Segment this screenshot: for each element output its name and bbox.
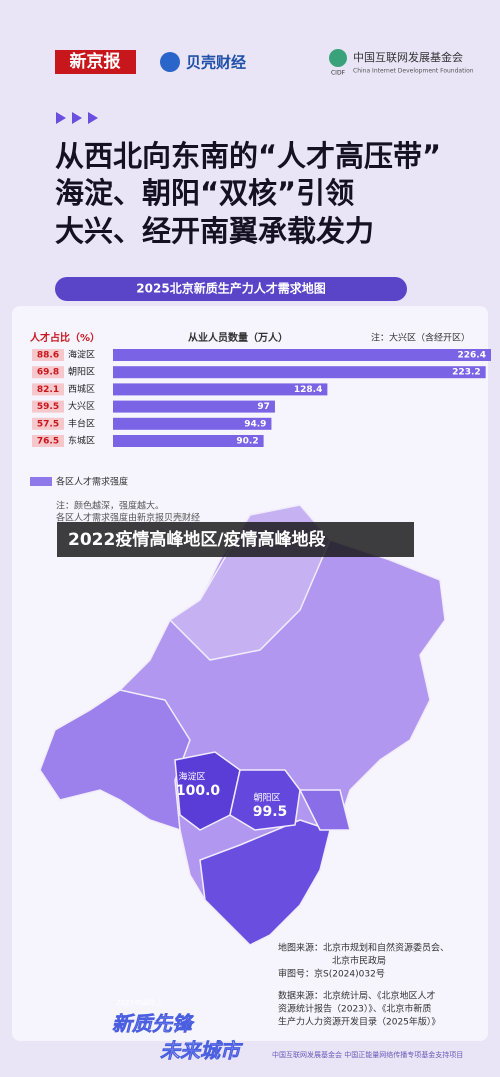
share-label: 76.5 bbox=[37, 437, 59, 447]
value-label: 223.2 bbox=[452, 368, 480, 378]
share-box bbox=[32, 400, 64, 413]
bar bbox=[113, 435, 264, 447]
value-label: 94.9 bbox=[244, 419, 266, 429]
value-header: 从业人员数量（万人） bbox=[188, 331, 288, 344]
logo-abbr: CIDF bbox=[331, 70, 346, 77]
title-line: 从西北向东南的“人才高压带” bbox=[55, 139, 441, 173]
category-label: 丰台区 bbox=[68, 417, 95, 429]
category-label: 东城区 bbox=[68, 435, 95, 447]
logo-icon bbox=[160, 52, 180, 72]
bar bbox=[113, 400, 275, 413]
share-box bbox=[32, 383, 64, 396]
district-name: 朝阳区 bbox=[253, 793, 280, 804]
logo-left: 新京报 bbox=[70, 51, 121, 71]
share-label: 82.1 bbox=[37, 385, 59, 395]
title-line: 大兴、经开南翼承载发力 bbox=[55, 214, 374, 248]
bar bbox=[113, 366, 486, 379]
logo-mid: 贝壳财经 bbox=[186, 54, 246, 72]
logo-right-en: China Internet Development Foundation bbox=[353, 68, 474, 75]
district-value: 99.5 bbox=[253, 804, 288, 820]
category-label: 朝阳区 bbox=[68, 367, 95, 378]
banner-text: 2025北京新质生产力人才需求地图 bbox=[136, 281, 325, 296]
decor-arrows bbox=[56, 112, 98, 124]
caption: 2022疫情高峰地区/疫情高峰地段 bbox=[68, 529, 326, 550]
map-region bbox=[199, 819, 331, 946]
bar bbox=[113, 417, 272, 430]
logo-box bbox=[55, 50, 136, 74]
note: 各区人才需求强度由新京报贝壳财经 bbox=[56, 512, 200, 524]
sources: 地图来源：北京市规划和自然资源委员会、 北京市民政局 审图号：京S(2024)0… bbox=[278, 942, 449, 1028]
share-box bbox=[32, 435, 64, 447]
category-label: 西城区 bbox=[68, 384, 95, 395]
legend-text: 各区人才需求强度 bbox=[56, 476, 128, 488]
share-header: 人才占比（%） bbox=[30, 331, 100, 344]
map-region bbox=[39, 689, 191, 832]
value-label: 90.2 bbox=[236, 437, 258, 447]
chart-note: 注：大兴区（含经开区） bbox=[371, 332, 470, 344]
district-name: 海淀区 bbox=[178, 771, 205, 783]
source: 数据来源：北京统计局、《北京地区人才 bbox=[278, 990, 436, 1002]
value-label: 226.4 bbox=[458, 351, 486, 361]
bar-chart: 人才占比（%） 从业人员数量（万人） 注：大兴区（含经开区） 88.6 海淀区 226.4… bbox=[30, 331, 491, 447]
footer: 中国互联网发展基金会 中国正能量网络传播专项基金支持项目 bbox=[272, 1050, 463, 1059]
banner bbox=[55, 277, 407, 301]
logo-right: 中国互联网发展基金会 bbox=[353, 50, 463, 64]
logo-icon bbox=[329, 49, 347, 67]
campaign-line: 未来城市 bbox=[160, 1039, 243, 1063]
bar bbox=[113, 383, 328, 396]
share-label: 57.5 bbox=[37, 419, 59, 429]
share-box bbox=[32, 366, 64, 379]
campaign-line: 新质先锋 bbox=[112, 1012, 195, 1036]
source: 生产力人力资源开发目录（2025年版）》 bbox=[278, 1016, 440, 1028]
share-label: 88.6 bbox=[37, 351, 59, 361]
source: 地图来源：北京市规划和自然资源委员会、 bbox=[278, 942, 449, 954]
caption-bg bbox=[57, 522, 414, 557]
share-box bbox=[32, 349, 64, 361]
share-label: 59.5 bbox=[37, 402, 59, 412]
bar bbox=[113, 349, 491, 361]
category-label: 海淀区 bbox=[68, 349, 95, 361]
title-line: 海淀、朝阳“双核”引领 bbox=[55, 176, 354, 210]
map-region bbox=[298, 789, 351, 831]
district-value: 100.0 bbox=[176, 783, 221, 799]
note: 注：颜色越深，强度越大。 bbox=[56, 500, 164, 512]
legend-swatch bbox=[30, 477, 52, 486]
map-region bbox=[229, 769, 301, 831]
value-label: 128.4 bbox=[294, 385, 322, 395]
category-label: 大兴区 bbox=[68, 400, 95, 412]
source: 北京市民政局 bbox=[332, 955, 386, 967]
source: 资源统计报告（2023）》、《北京市新质 bbox=[278, 1003, 431, 1015]
share-box bbox=[32, 417, 64, 430]
share-label: 69.8 bbox=[37, 368, 59, 378]
value-label: 97 bbox=[257, 402, 270, 412]
campaign-small: 2025中国向上 bbox=[116, 999, 163, 1007]
source: 审图号：京S(2024)032号 bbox=[278, 968, 385, 980]
